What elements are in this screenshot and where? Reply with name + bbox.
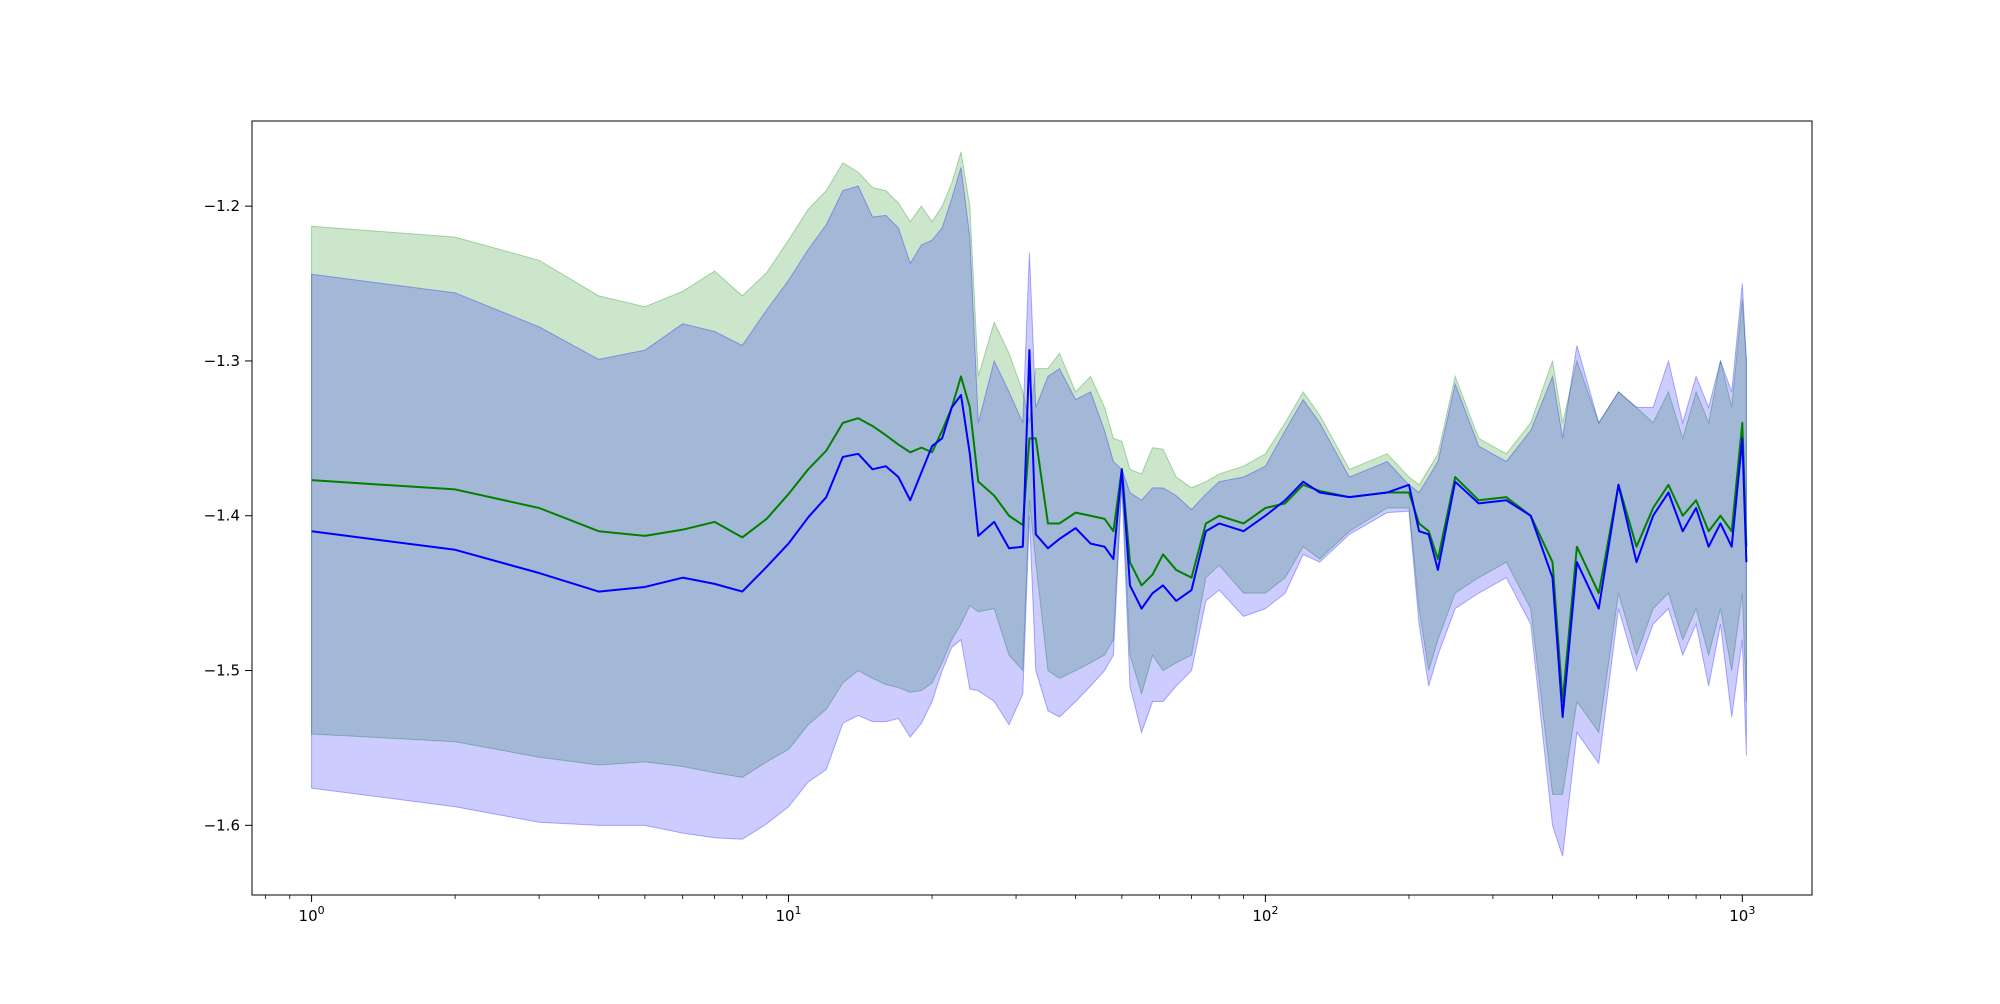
y-tick-label: −1.3: [204, 352, 240, 370]
series-line-0: [311, 375, 1748, 703]
plot-frame: [251, 120, 1813, 896]
x-tick-label: 100: [299, 904, 325, 925]
x-axis: 100 101 102 103: [264, 895, 1755, 925]
series-lines: [311, 349, 1748, 718]
y-tick-label: −1.4: [204, 507, 240, 525]
y-tick-label: −1.2: [204, 197, 240, 215]
confidence-bands: [311, 151, 1747, 857]
band-0: [311, 151, 1747, 795]
x-tick-label: 103: [1729, 904, 1755, 925]
y-tick-label: −1.6: [204, 816, 240, 834]
y-tick-label: −1.5: [204, 662, 240, 680]
band-1: [311, 167, 1747, 857]
y-axis: −1.2 −1.3 −1.4 −1.5 −1.6: [204, 197, 252, 834]
x-tick-label: 102: [1252, 904, 1278, 925]
series-line-1: [311, 349, 1748, 718]
x-tick-label: 101: [775, 904, 801, 925]
